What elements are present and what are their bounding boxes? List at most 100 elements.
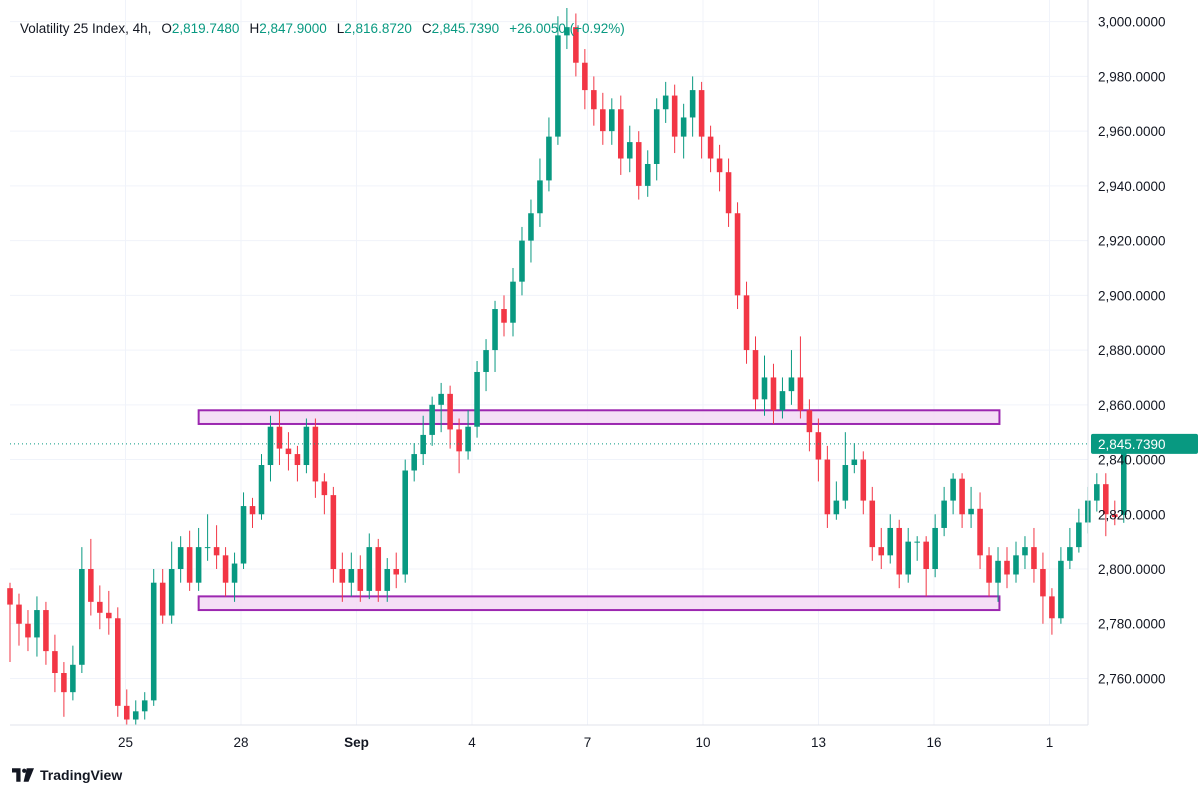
- price-tick-label: 3,000.0000: [1098, 15, 1166, 30]
- time-tick-label: Sep: [344, 735, 369, 750]
- candle-body: [932, 527, 938, 570]
- symbol-label[interactable]: Volatility 25 Index, 4h,: [20, 21, 152, 36]
- candle-body: [1013, 555, 1019, 575]
- candle-body: [429, 404, 435, 435]
- brand-name: TradingView: [40, 767, 123, 783]
- change-value: +26.0050 (+0.92%): [509, 21, 625, 36]
- candle-body: [923, 541, 929, 570]
- candle-body: [555, 35, 561, 137]
- candle-body: [106, 612, 112, 619]
- open-value: 2,819.7480: [171, 21, 240, 36]
- candle-body: [393, 569, 400, 575]
- candle-body: [456, 429, 462, 452]
- candle-body: [88, 569, 94, 602]
- candle-body: [770, 377, 777, 411]
- candle-body: [231, 563, 238, 583]
- price-tick-label: 2,800.0000: [1098, 562, 1166, 577]
- candle-body: [779, 391, 786, 411]
- candle-body: [402, 470, 408, 575]
- candle-body: [833, 500, 840, 515]
- candle-body: [213, 547, 220, 556]
- candle-body: [141, 700, 148, 712]
- chart-legend: Volatility 25 Index, 4h, O2,819.7480 H2,84…: [20, 21, 635, 36]
- candle-body: [644, 163, 651, 186]
- candle-body: [204, 547, 211, 549]
- candle-body: [61, 673, 67, 693]
- candle-body: [16, 604, 22, 624]
- candle-body: [150, 582, 157, 701]
- candlestick-series: [7, 8, 1127, 725]
- candle-body: [501, 309, 507, 323]
- candle-body: [582, 62, 588, 91]
- candle-body: [115, 618, 121, 706]
- price-tick-label: 2,880.0000: [1098, 343, 1166, 358]
- candle-body: [1040, 569, 1046, 597]
- current-price-tag: [1091, 433, 1198, 454]
- candle-body: [528, 213, 534, 241]
- candle-body: [860, 459, 867, 501]
- time-tick-label: 25: [118, 735, 133, 750]
- candle-body: [1058, 560, 1064, 619]
- candle-body: [905, 541, 911, 575]
- candle-body: [7, 588, 13, 605]
- tradingview-brand[interactable]: TradingView: [12, 767, 122, 783]
- time-tick-label: 1: [1046, 735, 1054, 750]
- price-tick-label: 2,960.0000: [1098, 124, 1166, 139]
- time-tick-label: 7: [584, 735, 592, 750]
- candle-body: [25, 623, 31, 638]
- candle-body: [285, 448, 292, 455]
- candle-body: [591, 90, 597, 110]
- candle-body: [492, 309, 498, 351]
- candle-body: [977, 508, 983, 556]
- price-tick-label: 2,760.0000: [1098, 671, 1166, 686]
- candle-body: [123, 705, 130, 720]
- candle-body: [887, 527, 894, 556]
- candle-body: [546, 136, 552, 181]
- candle-body: [609, 109, 615, 132]
- candle-body: [725, 172, 732, 214]
- price-tick-label: 2,840.0000: [1098, 453, 1166, 468]
- price-tick-label: 2,820.0000: [1098, 507, 1166, 522]
- candle-body: [195, 547, 202, 583]
- candle-body: [743, 295, 750, 351]
- candle-body: [177, 547, 184, 570]
- candle-body: [1049, 596, 1055, 619]
- candle-body: [474, 371, 480, 427]
- tradingview-logo-icon: [12, 768, 34, 782]
- price-tick-label: 2,940.0000: [1098, 179, 1166, 194]
- candle-body: [788, 377, 795, 392]
- candle-body: [635, 142, 642, 186]
- candle-body: [914, 541, 920, 543]
- price-tick-label: 2,900.0000: [1098, 288, 1166, 303]
- candle-body: [959, 478, 965, 515]
- candle-body: [842, 465, 849, 501]
- price-axis[interactable]: 3,000.0000 2,980.0000 2,960.0000 2,940.0000…: [1087, 0, 1198, 725]
- candle-body: [339, 569, 346, 583]
- candle-body: [159, 582, 166, 616]
- candle-body: [366, 547, 373, 591]
- candle-body: [1094, 484, 1100, 501]
- candle-body: [986, 555, 992, 583]
- candle-body: [797, 377, 804, 411]
- close-label: C: [421, 21, 432, 36]
- candle-body: [34, 610, 40, 638]
- candle-body: [626, 142, 633, 159]
- price-tick-label: 2,860.0000: [1098, 398, 1166, 413]
- candle-body: [420, 434, 426, 455]
- time-tick-label: 4: [468, 735, 476, 750]
- high-value: 2,847.9000: [259, 21, 327, 36]
- candle-body: [698, 90, 705, 137]
- candle-body: [950, 478, 956, 501]
- candle-body: [132, 711, 139, 720]
- candle-body: [240, 506, 247, 564]
- candle-body: [294, 454, 301, 466]
- candle-body: [617, 109, 624, 159]
- time-axis[interactable]: 25 28 Sep 4 7 10 13 16 1: [10, 724, 1088, 750]
- candle-body: [995, 560, 1001, 583]
- close-value: 2,845.7390: [431, 21, 500, 36]
- candle-body: [52, 651, 58, 674]
- candle-body: [249, 506, 256, 515]
- price-zone: [197, 409, 1001, 425]
- time-tick-label: 13: [811, 735, 826, 750]
